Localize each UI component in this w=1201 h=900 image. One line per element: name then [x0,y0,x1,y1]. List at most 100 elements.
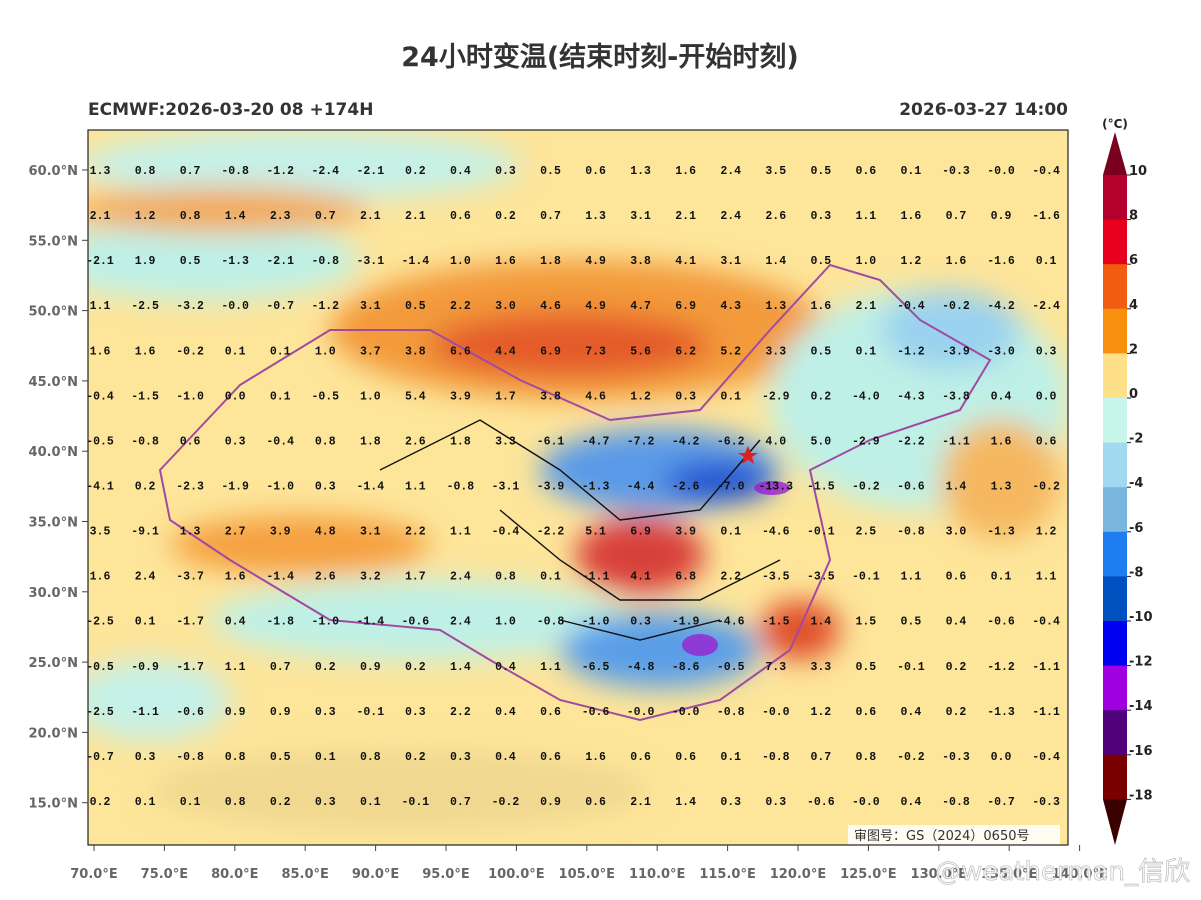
grid-value: 1.6 [225,571,246,584]
grid-value: 0.1 [180,796,201,809]
grid-value: 0.2 [405,661,426,674]
grid-value: -0.0 [221,300,249,313]
grid-value: 4.0 [765,435,786,448]
grid-value: -4.6 [717,616,745,629]
grid-value: -7.0 [717,480,745,493]
grid-value: 1.2 [630,390,651,403]
grid-value: -0.1 [402,796,430,809]
grid-value: -0.9 [131,661,159,674]
grid-value: 1.4 [765,255,786,268]
lat-label: 30.0°N [29,586,78,601]
colorbar-label: 0 [1129,387,1138,402]
grid-value: 0.4 [946,616,967,629]
grid-value: 2.4 [720,210,741,223]
grid-value: -0.8 [942,796,970,809]
grid-value: -0.8 [221,165,249,178]
grid-value: 3.9 [270,526,291,539]
grid-value: 0.6 [946,571,967,584]
grid-value: -0.3 [1032,796,1060,809]
grid-value: 0.1 [720,751,741,764]
grid-value: -3.0 [987,345,1015,358]
grid-value: 1.6 [90,345,111,358]
grid-value: 3.3 [495,435,516,448]
grid-value: -1.1 [942,435,970,448]
grid-value: -0.8 [176,751,204,764]
grid-value: 3.5 [90,526,111,539]
grid-value: -1.8 [266,616,294,629]
grid-value: 2.1 [855,300,876,313]
grid-value: -0.8 [311,255,339,268]
grid-value: -2.1 [86,255,114,268]
grid-value: 0.6 [540,706,561,719]
grid-value: 0.1 [315,751,336,764]
grid-value: 4.9 [585,255,606,268]
grid-value: 0.1 [1036,255,1057,268]
grid-value: 2.4 [450,571,471,584]
grid-value: 1.2 [810,706,831,719]
colorbar-label: -10 [1129,610,1153,625]
lon-label: 140.0°E [1051,867,1108,882]
grid-value: 1.2 [901,255,922,268]
grid-value: -0.4 [897,300,925,313]
colorbar-cap [1103,799,1127,845]
grid-value: 2.2 [720,571,741,584]
grid-value: 1.2 [135,210,156,223]
grid-value: 2.1 [675,210,696,223]
grid-value: -0.1 [897,661,925,674]
lat-label: 40.0°N [29,445,78,460]
grid-value: 0.9 [225,706,246,719]
grid-value: -1.4 [356,616,384,629]
grid-value: 0.5 [270,751,291,764]
grid-value: -0.2 [897,751,925,764]
grid-value: 2.4 [135,571,156,584]
grid-value: 1.1 [90,300,111,313]
grid-value: -3.1 [492,480,520,493]
grid-value: 0.6 [630,751,651,764]
grid-value: 0.1 [135,616,156,629]
lat-label: 55.0°N [29,234,78,249]
grid-value: 0.6 [450,210,471,223]
grid-value: 2.5 [855,526,876,539]
grid-value: 6.9 [540,345,561,358]
grid-value: -0.8 [762,751,790,764]
grid-value: -7.2 [627,435,655,448]
grid-value: -1.2 [266,165,294,178]
grid-value: -1.1 [131,706,159,719]
grid-value: 1.1 [1036,571,1057,584]
lon-label: 130.0°E [911,867,968,882]
grid-value: 6.9 [630,526,651,539]
grid-value: 7.3 [765,661,786,674]
grid-value: 0.8 [855,751,876,764]
colorbar-band [1103,531,1127,577]
grid-value: 0.5 [810,345,831,358]
grid-value: 1.3 [765,300,786,313]
grid-value: 0.8 [315,435,336,448]
grid-value: 0.9 [540,796,561,809]
grid-value: 0.7 [315,210,336,223]
grid-value: 0.6 [540,751,561,764]
map-frame [87,129,1069,846]
map-approval: 审图号：GS（2024）0650号 [854,829,1030,844]
grid-value: -1.5 [762,616,790,629]
grid-value: 1.6 [135,345,156,358]
grid-value: 1.8 [540,255,561,268]
grid-value: 0.6 [675,751,696,764]
grid-value: 3.1 [720,255,741,268]
grid-value: -0.6 [987,616,1015,629]
grid-value: 3.3 [765,345,786,358]
grid-value: 2.2 [405,526,426,539]
grid-value: 1.6 [991,435,1012,448]
grid-value: -1.0 [582,616,610,629]
grid-value: 5.2 [720,345,741,358]
grid-value: -0.5 [311,390,339,403]
grid-value: -0.4 [266,435,294,448]
lat-label: 45.0°N [29,375,78,390]
grid-value: -0.8 [537,616,565,629]
grid-value: -4.1 [86,480,114,493]
grid-value: -1.9 [221,480,249,493]
grid-value: 0.1 [720,526,741,539]
grid-value: 0.3 [675,390,696,403]
grid-value: 2.4 [450,616,471,629]
colorbar-band [1103,576,1127,622]
grid-value: 0.2 [90,796,111,809]
